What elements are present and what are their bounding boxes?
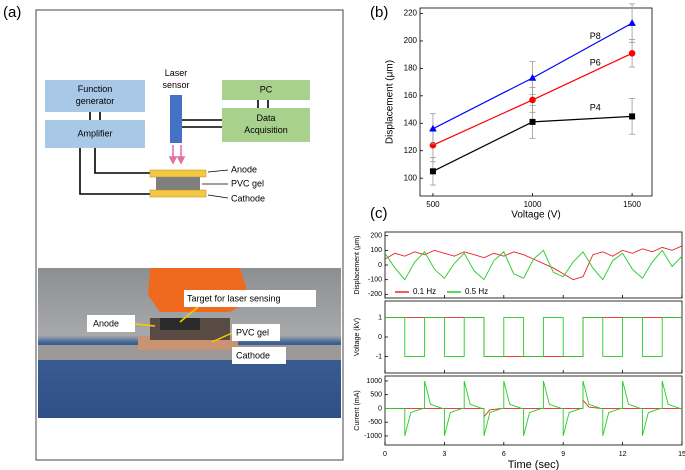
y-tick-label: 200 bbox=[404, 36, 418, 45]
setup-diagram: Function generator Amplifier Laser sensor … bbox=[35, 9, 344, 461]
y-tick-label: 0 bbox=[378, 334, 382, 341]
part-label: Cathode bbox=[231, 193, 265, 203]
x-tick-label: 9 bbox=[561, 451, 565, 458]
anode bbox=[149, 169, 207, 178]
y-axis-label: Displacement (μm) bbox=[354, 236, 361, 295]
x-tick-label: 500 bbox=[426, 200, 440, 209]
panel-label: (a) bbox=[3, 4, 21, 21]
series-line bbox=[384, 249, 683, 281]
chart: -1000 -500 0 500 1000 0 3 6 9 12 15 Time (sec) Curre… bbox=[354, 375, 685, 470]
y-tick-label: -500 bbox=[368, 419, 382, 426]
photo-target bbox=[160, 318, 200, 330]
photo-label-box bbox=[87, 315, 135, 332]
y-tick-label: 120 bbox=[404, 146, 418, 155]
y-tick-label: 100 bbox=[404, 173, 418, 182]
photo-label: Anode bbox=[93, 318, 119, 328]
x-axis-label: Voltage (V) bbox=[511, 210, 560, 221]
y-tick-label: -1000 bbox=[364, 433, 382, 440]
photo-label-box bbox=[232, 324, 280, 341]
legend-label: 0.5 Hz bbox=[465, 287, 488, 296]
block-label: Data Acquisition bbox=[244, 113, 288, 135]
y-axis-label: Current (mA) bbox=[354, 390, 361, 430]
series-line bbox=[385, 380, 682, 437]
chart: -1 0 1 Voltage (kV) bbox=[354, 300, 683, 374]
x-axis-label: Time (sec) bbox=[508, 459, 560, 470]
series-line bbox=[385, 317, 682, 357]
block-label: Laser sensor bbox=[162, 68, 189, 90]
panel-label: (c) bbox=[370, 205, 388, 222]
laser-beam bbox=[168, 145, 186, 165]
block-label: Function generator bbox=[76, 84, 115, 106]
y-tick-label: 1000 bbox=[366, 378, 382, 385]
y-tick-label: 1 bbox=[378, 314, 382, 321]
y-tick-label: 220 bbox=[404, 9, 418, 18]
y-axis-label: Voltage (kV) bbox=[354, 318, 361, 356]
wire bbox=[79, 148, 152, 195]
block bbox=[45, 120, 145, 148]
block bbox=[222, 108, 310, 142]
y-tick-label: -200 bbox=[368, 291, 382, 298]
block-label: PC bbox=[260, 84, 273, 94]
x-tick-label: 3 bbox=[442, 451, 446, 458]
x-tick-label: 1500 bbox=[623, 200, 641, 209]
y-tick-label: 0 bbox=[378, 262, 382, 269]
y-tick-label: -1 bbox=[376, 353, 382, 360]
chart: 100 120 140 160 180 200 220 500 1000 1500 Voltage … bbox=[385, 3, 653, 221]
marker bbox=[429, 168, 436, 175]
x-tick-label: 0 bbox=[383, 451, 387, 458]
marker bbox=[628, 19, 636, 26]
marker bbox=[529, 96, 536, 104]
block bbox=[45, 80, 145, 112]
x-tick-label: 1000 bbox=[524, 200, 542, 209]
part-label: Anode bbox=[231, 164, 257, 174]
series-line bbox=[384, 245, 683, 281]
marker bbox=[429, 124, 437, 132]
plot-frame bbox=[384, 375, 683, 446]
marker bbox=[629, 113, 636, 120]
photo-label: PVC gel bbox=[236, 327, 269, 337]
y-tick-label: 0 bbox=[378, 405, 382, 412]
photo-label: Target for laser sensing bbox=[187, 293, 281, 303]
y-tick-label: 140 bbox=[404, 118, 418, 127]
photo-pointer bbox=[134, 306, 233, 343]
series-label: P6 bbox=[590, 58, 601, 68]
cathode bbox=[149, 189, 207, 198]
series-line bbox=[385, 317, 682, 357]
chart: -200 -100 0 100 200 Displacement (μm) 0.1 Hz 0.… bbox=[354, 231, 683, 299]
panel-frame bbox=[35, 9, 344, 461]
y-tick-label: 160 bbox=[404, 91, 418, 100]
block-label: Amplifier bbox=[77, 128, 112, 138]
photo-label-box bbox=[232, 347, 286, 364]
photo-label-box bbox=[184, 290, 316, 307]
photo-label: Cathode bbox=[236, 350, 270, 360]
y-tick-label: 180 bbox=[404, 63, 418, 72]
laser-sensor bbox=[170, 95, 182, 143]
part-label: PVC gel bbox=[231, 178, 264, 188]
x-tick-label: 15 bbox=[678, 451, 685, 458]
panel-label: (b) bbox=[370, 4, 388, 21]
series-line bbox=[385, 398, 682, 418]
marker bbox=[628, 49, 636, 57]
series-label: P4 bbox=[590, 102, 601, 112]
y-axis-label: Displacement (μm) bbox=[385, 60, 396, 144]
y-tick-label: -100 bbox=[368, 277, 382, 284]
pointer bbox=[202, 169, 229, 199]
plot-frame bbox=[384, 300, 683, 374]
x-tick-label: 12 bbox=[619, 451, 627, 458]
y-tick-label: 200 bbox=[370, 233, 382, 240]
y-tick-label: 500 bbox=[370, 392, 382, 399]
y-tick-label: 100 bbox=[370, 247, 382, 254]
marker bbox=[529, 118, 536, 125]
series-label: P8 bbox=[590, 31, 601, 41]
x-tick-label: 6 bbox=[502, 451, 506, 458]
marker bbox=[528, 73, 537, 81]
block bbox=[222, 80, 310, 100]
plot-frame bbox=[419, 7, 653, 197]
photo: Target for laser sensing Anode PVC gel C… bbox=[38, 268, 341, 418]
wire bbox=[94, 148, 152, 174]
legend-label: 0.1 Hz bbox=[413, 287, 436, 296]
pvc-gel bbox=[156, 177, 200, 190]
